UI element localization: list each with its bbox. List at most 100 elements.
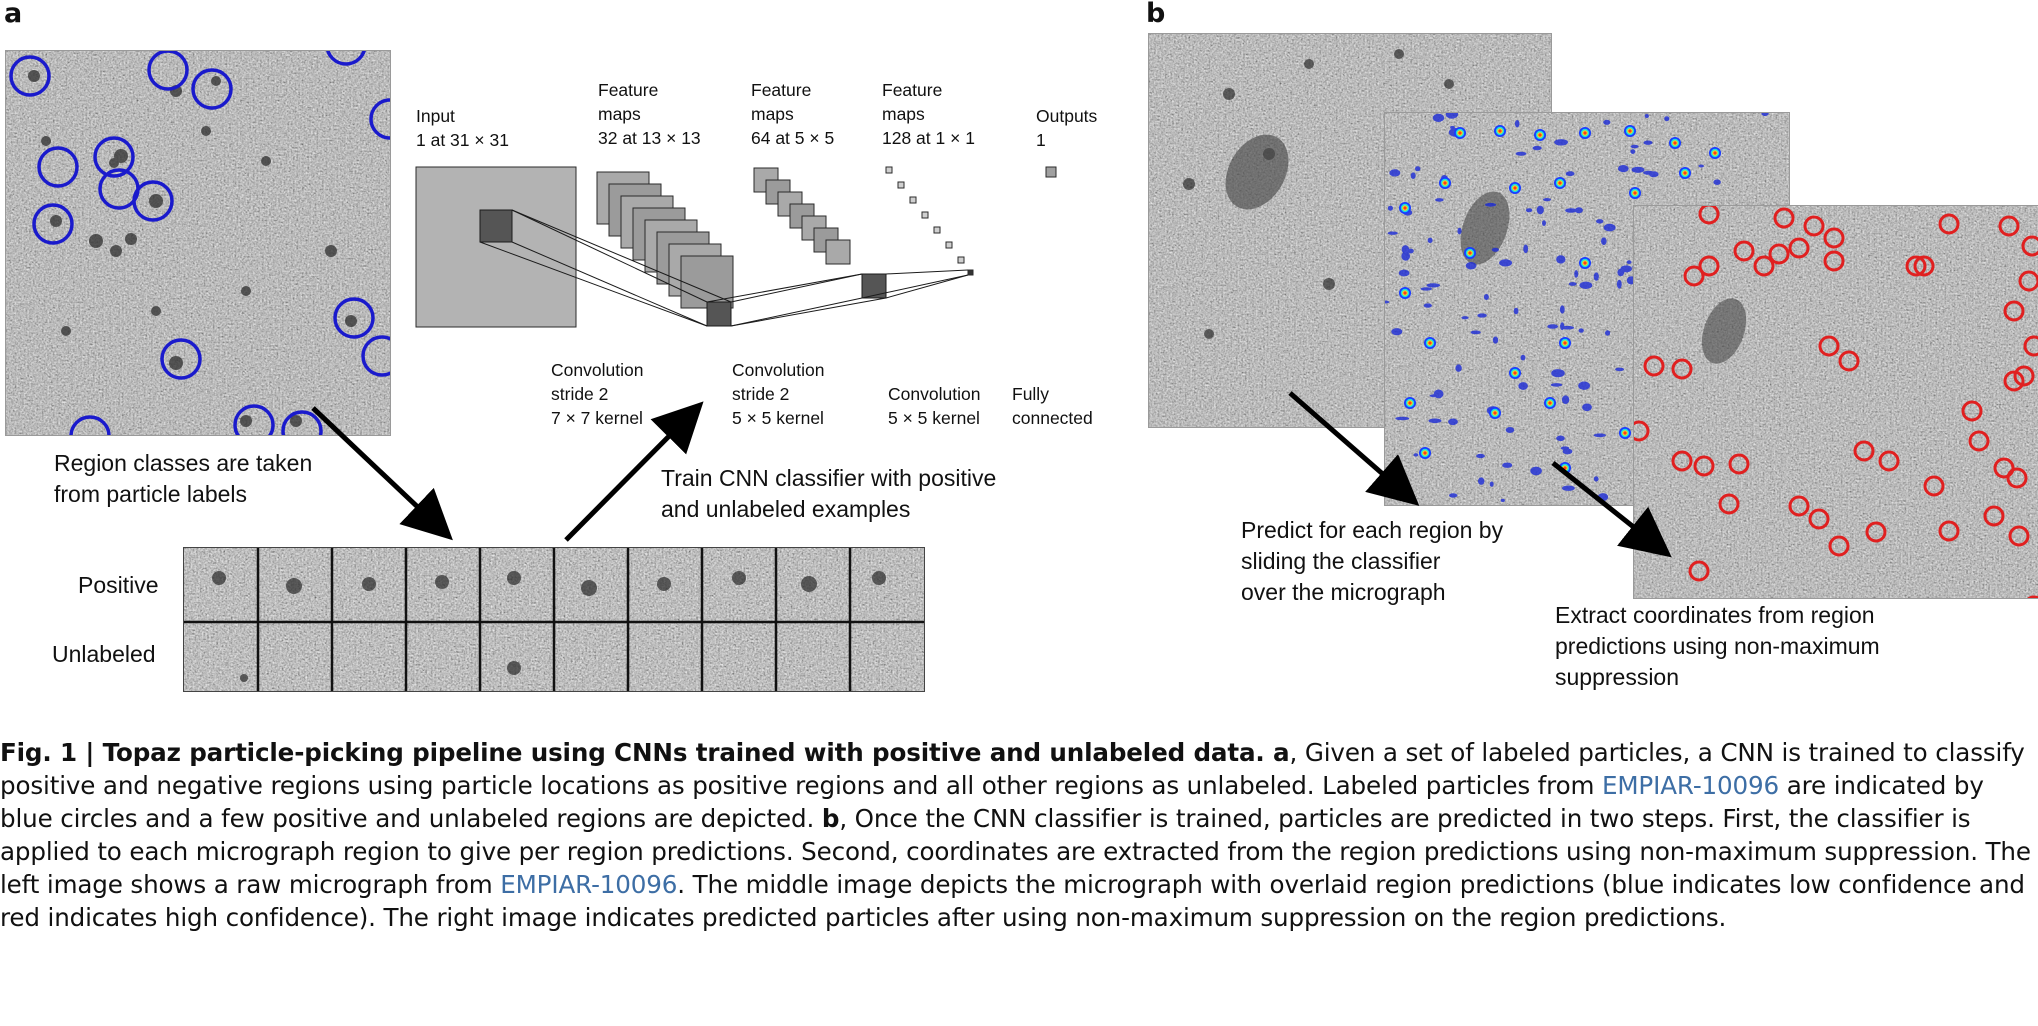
prediction-blob bbox=[1427, 237, 1433, 243]
prediction-blob bbox=[1574, 270, 1579, 278]
label-outputs: Outputs 1 bbox=[1036, 106, 1098, 150]
caption-text-b: , Once the CNN classifier is trained, pa… bbox=[0, 804, 2031, 899]
caption-link-empiar-1[interactable]: EMPIAR-10096 bbox=[1601, 771, 1780, 800]
prediction-blob bbox=[1543, 198, 1551, 202]
prediction-blob bbox=[1445, 113, 1459, 119]
prediction-blob bbox=[1523, 244, 1529, 254]
prediction-blob bbox=[1420, 287, 1433, 291]
prediction-hotspot bbox=[1623, 431, 1627, 435]
prediction-hotspot bbox=[1403, 291, 1407, 295]
prediction-blob bbox=[1476, 453, 1485, 459]
prediction-blob bbox=[1603, 119, 1611, 125]
prediction-hotspot bbox=[1558, 181, 1562, 185]
prediction-blob bbox=[1513, 307, 1519, 315]
picked-particle-circle bbox=[1823, 227, 1845, 249]
prediction-hotspot bbox=[1538, 133, 1542, 137]
label-feature-maps-3: Feature maps 128 at 1 × 1 bbox=[882, 80, 975, 148]
picked-particle-circle bbox=[1733, 240, 1755, 262]
example-patches-grid bbox=[183, 547, 925, 692]
prediction-hotspot bbox=[1468, 251, 1472, 255]
row-label-positive: Positive bbox=[78, 572, 159, 598]
prediction-blob bbox=[1616, 279, 1622, 289]
micrograph-picked bbox=[1633, 205, 2038, 599]
picked-particle-circle bbox=[1913, 255, 1935, 277]
picked-particle-circle bbox=[1788, 237, 1810, 259]
prediction-blob bbox=[1395, 416, 1410, 421]
prediction-blob bbox=[1578, 328, 1584, 333]
prediction-blob bbox=[1620, 265, 1632, 273]
prediction-blob bbox=[1426, 283, 1441, 288]
prediction-hotspot bbox=[1563, 341, 1567, 345]
prediction-blob bbox=[1603, 223, 1616, 232]
picked-particle-circle bbox=[2003, 370, 2025, 392]
prediction-blob bbox=[1554, 139, 1568, 146]
prediction-blob bbox=[1761, 113, 1769, 117]
picked-particle-circle bbox=[1968, 430, 1990, 452]
prediction-hotspot bbox=[1673, 141, 1677, 145]
picked-particle-circle bbox=[1773, 207, 1795, 229]
prediction-hotspot bbox=[1633, 191, 1637, 195]
prediction-blob bbox=[1568, 282, 1577, 286]
prediction-blob bbox=[1385, 300, 1390, 304]
picked-particle-circle bbox=[1993, 457, 2015, 479]
caption-link-empiar-2[interactable]: EMPIAR-10096 bbox=[500, 870, 678, 899]
prediction-blob bbox=[1601, 237, 1607, 245]
prediction-blob bbox=[1631, 166, 1645, 173]
prediction-blob bbox=[1449, 493, 1458, 498]
prediction-blob bbox=[1560, 446, 1570, 451]
prediction-blob bbox=[1518, 382, 1528, 390]
prediction-hotspot bbox=[1443, 181, 1447, 185]
region-classes-text: Region classes are taken from particle l… bbox=[54, 450, 313, 507]
prediction-blob bbox=[1550, 383, 1563, 387]
prediction-hotspot bbox=[1458, 131, 1462, 135]
prediction-blob bbox=[1520, 354, 1526, 361]
prediction-blob bbox=[1605, 330, 1611, 336]
prediction-blob bbox=[1542, 220, 1546, 226]
prediction-blob bbox=[1579, 281, 1593, 289]
prediction-blob bbox=[1556, 435, 1565, 442]
picked-particle-circle bbox=[1828, 535, 1850, 557]
picked-particle-circle bbox=[1905, 255, 1927, 277]
picked-particle-circle bbox=[1698, 206, 1720, 225]
picked-particle-circle bbox=[1998, 215, 2020, 237]
caption-title: Topaz particle-picking pipeline using CN… bbox=[102, 738, 1274, 767]
prediction-hotspot bbox=[1428, 341, 1432, 345]
prediction-blob bbox=[1455, 364, 1462, 372]
prediction-blob bbox=[1457, 227, 1462, 235]
caption-fig-label: Fig. 1 | bbox=[0, 738, 103, 767]
picked-particle-circle bbox=[1853, 440, 1875, 462]
picked-particle-circle bbox=[1693, 455, 1715, 477]
prediction-hotspot bbox=[1583, 261, 1587, 265]
prediction-hotspot bbox=[1548, 401, 1552, 405]
prediction-hotspot bbox=[1513, 186, 1517, 190]
prediction-blob bbox=[1514, 120, 1520, 128]
prediction-hotspot bbox=[1403, 206, 1407, 210]
prediction-blob bbox=[1484, 202, 1497, 207]
prediction-hotspot bbox=[1493, 411, 1497, 415]
prediction-blob bbox=[1643, 170, 1654, 175]
prediction-blob bbox=[1499, 259, 1513, 267]
prediction-blob bbox=[1391, 328, 1403, 336]
prediction-blob bbox=[1465, 262, 1477, 270]
prediction-blob bbox=[1435, 198, 1444, 202]
label-input: Input 1 at 31 × 31 bbox=[416, 106, 509, 150]
picked-particle-circle bbox=[1808, 508, 1830, 530]
prediction-blob bbox=[1547, 324, 1559, 329]
prediction-blob bbox=[1492, 336, 1499, 344]
picked-particle-circle bbox=[1818, 335, 1840, 357]
prediction-blob bbox=[1593, 476, 1599, 482]
prediction-blob bbox=[1561, 395, 1570, 405]
picked-particle-circle bbox=[1728, 453, 1750, 475]
picked-particle-circle bbox=[1878, 450, 1900, 472]
prediction-blob bbox=[1615, 367, 1625, 372]
panel-b-letter: b bbox=[1146, 0, 1166, 29]
predict-text: Predict for each region by sliding the c… bbox=[1241, 517, 1504, 605]
prediction-blob bbox=[1415, 166, 1421, 172]
prediction-hotspot bbox=[1683, 171, 1687, 175]
prediction-blob bbox=[1713, 179, 1721, 185]
prediction-blob bbox=[1433, 389, 1444, 399]
picked-particle-circle bbox=[1938, 213, 1960, 235]
prediction-blob bbox=[1448, 418, 1458, 426]
caption-text-b2: . The middle image depicts the micrograp… bbox=[0, 870, 2025, 932]
panel-a-letter: a bbox=[4, 0, 23, 29]
